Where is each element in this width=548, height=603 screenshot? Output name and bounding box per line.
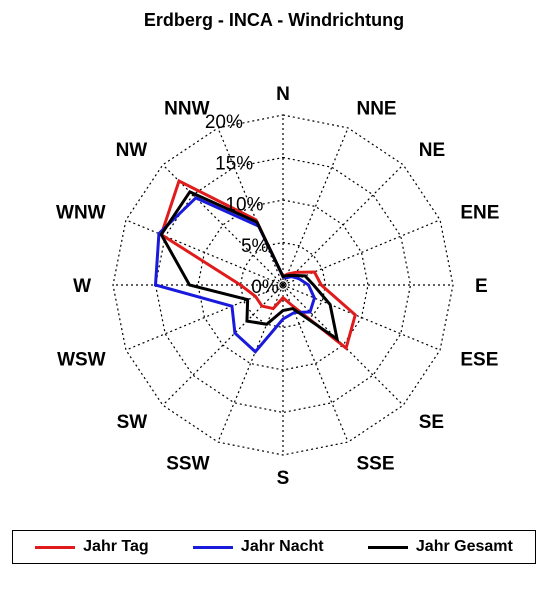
- radial-tick-label: 5%: [241, 236, 269, 257]
- series-jahr-gesamt: [159, 189, 340, 343]
- grid-spoke: [217, 127, 284, 286]
- radial-tick-label: 0%: [251, 277, 279, 298]
- legend-item-jahr-gesamt: Jahr Gesamt: [367, 538, 513, 556]
- direction-label: N: [276, 84, 290, 105]
- direction-label: NNE: [356, 99, 396, 120]
- direction-label: ENE: [460, 203, 499, 224]
- grid-spoke: [217, 284, 284, 443]
- direction-label: NNW: [164, 99, 209, 120]
- radial-tick-label: 15%: [215, 153, 253, 174]
- chart-title: Erdberg - INCA - Windrichtung: [143, 10, 405, 30]
- legend: Jahr Tag Jahr Nacht Jahr Gesamt: [12, 530, 536, 564]
- series-jahr-tag: [159, 178, 357, 351]
- direction-label: W: [73, 276, 91, 297]
- grid-spoke: [125, 284, 284, 351]
- legend-swatch-jahr-gesamt: [367, 545, 408, 549]
- direction-label: SE: [419, 412, 444, 433]
- grid-ring: [239, 241, 327, 329]
- grid-ring: [112, 114, 454, 456]
- grid-spoke: [125, 219, 284, 286]
- grid-spoke: [282, 219, 441, 286]
- grid-spoke: [162, 284, 284, 406]
- direction-label: SSW: [166, 453, 209, 474]
- legend-item-jahr-tag: Jahr Tag: [35, 538, 149, 556]
- direction-label: WNW: [56, 203, 106, 224]
- legend-label-jahr-nacht: Jahr Nacht: [240, 538, 324, 555]
- direction-label: SSE: [356, 453, 394, 474]
- center-marker: [279, 281, 287, 289]
- legend-label-jahr-tag: Jahr Tag: [83, 538, 149, 555]
- grid-spoke: [282, 284, 349, 443]
- direction-label: E: [475, 276, 488, 297]
- legend-label-jahr-gesamt: Jahr Gesamt: [415, 538, 513, 555]
- radial-tick-label: 20%: [205, 112, 243, 133]
- legend-item-jahr-nacht: Jahr Nacht: [192, 538, 324, 556]
- grid-spoke: [162, 164, 284, 286]
- legend-swatch-jahr-tag: [35, 545, 76, 549]
- direction-label: ESE: [460, 349, 498, 370]
- radial-tick-label: 10%: [225, 195, 263, 216]
- grid-spoke: [282, 164, 404, 286]
- direction-label: WSW: [57, 349, 106, 370]
- direction-label: S: [277, 468, 290, 489]
- radar-chart: 0% 5% 10% 15% 20% N NNE NE ENE E ESE SE SSE S SSW SW WSW…: [56, 84, 499, 489]
- grid-spoke: [282, 127, 349, 286]
- direction-label: SW: [117, 412, 148, 433]
- direction-label: NE: [419, 140, 445, 161]
- grid-spoke: [282, 284, 441, 351]
- legend-swatch-jahr-nacht: [192, 545, 233, 549]
- direction-label: NW: [116, 140, 148, 161]
